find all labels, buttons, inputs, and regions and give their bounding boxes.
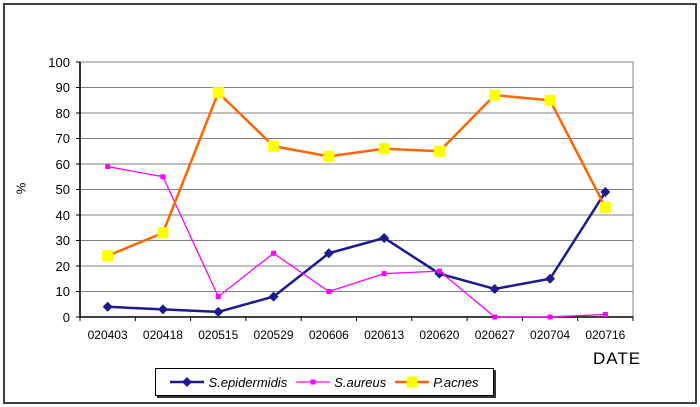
- marker-s-aureus: [326, 289, 332, 294]
- marker-p-acnes: [489, 89, 501, 101]
- marker-s-epidermidis: [213, 306, 224, 317]
- y-axis-title: %: [13, 182, 29, 195]
- x-tick-label: 020716: [585, 328, 626, 342]
- marker-p-acnes: [323, 150, 335, 162]
- y-tick-label: 20: [55, 258, 70, 274]
- y-tick-label: 0: [62, 309, 70, 325]
- marker-s-aureus: [105, 164, 111, 170]
- marker-p-acnes: [212, 87, 224, 99]
- y-tick-label: 90: [55, 80, 70, 95]
- marker-s-epidermidis: [489, 283, 500, 294]
- marker-s-epidermidis: [323, 248, 334, 259]
- marker-s-aureus: [160, 174, 166, 180]
- marker-s-aureus: [436, 268, 442, 274]
- y-tick-label: 80: [55, 105, 70, 121]
- marker-p-acnes: [544, 94, 556, 106]
- marker-s-epidermidis: [268, 291, 279, 302]
- y-tick-label: 50: [55, 182, 70, 197]
- y-tick-label: 100: [48, 54, 70, 70]
- marker-s-aureus: [271, 250, 277, 256]
- marker-s-aureus: [492, 314, 498, 320]
- x-tick-label: 020620: [419, 328, 460, 342]
- legend-label: P.acnes: [433, 374, 479, 390]
- marker-s-epidermidis: [102, 301, 113, 312]
- legend-entry-s-epidermidis: S.epidermidis: [170, 375, 287, 390]
- x-tick-label: 020529: [253, 328, 294, 342]
- legend-marker-s-epidermidis: [170, 377, 205, 387]
- legend-label: S.epidermidis: [208, 374, 288, 390]
- marker-p-acnes: [599, 201, 611, 213]
- y-tick-label: 30: [55, 233, 70, 248]
- y-tick-label: 40: [55, 207, 70, 223]
- series-line-s-epidermidis: [107, 191, 607, 314]
- x-axis-title: DATE: [593, 349, 642, 368]
- marker-p-acnes: [102, 250, 114, 262]
- marker-s-aureus: [381, 271, 387, 277]
- marker-s-epidermidis: [379, 232, 390, 243]
- marker-s-aureus: [602, 311, 608, 317]
- legend: S.epidermidis S.aureus P.acnes: [155, 368, 494, 396]
- x-tick-label: 020515: [198, 328, 239, 342]
- series-line-p-acnes: [107, 91, 607, 257]
- marker-s-epidermidis: [157, 304, 168, 315]
- marker-p-acnes: [268, 140, 280, 152]
- marker-p-acnes: [378, 143, 390, 155]
- chart-frame: [3, 3, 697, 404]
- y-tick-label: 60: [55, 156, 70, 172]
- marker-p-acnes: [433, 145, 445, 157]
- marker-s-epidermidis: [545, 273, 556, 284]
- legend-label: S.aureus: [334, 374, 387, 390]
- legend-entry-p-acnes: P.acnes: [395, 374, 479, 390]
- x-tick-label: 020418: [142, 328, 183, 342]
- legend-marker-s-aureus: [296, 379, 331, 385]
- legend-marker-p-acnes: [395, 376, 430, 388]
- series-line-s-aureus: [107, 165, 606, 318]
- marker-p-acnes: [157, 227, 169, 239]
- marker-s-aureus: [215, 294, 221, 300]
- y-tick-label: 70: [55, 131, 70, 146]
- x-tick-label: 020627: [474, 328, 515, 342]
- marker-s-epidermidis: [600, 187, 611, 198]
- x-tick-label: 020606: [308, 328, 349, 342]
- marker-s-aureus: [547, 314, 553, 320]
- x-tick-label: 020704: [530, 328, 571, 342]
- legend-entry-s-aureus: S.aureus: [296, 375, 386, 390]
- x-tick-label: 020613: [364, 328, 405, 342]
- x-tick-label: 020403: [87, 328, 128, 342]
- y-tick-label: 10: [55, 284, 70, 299]
